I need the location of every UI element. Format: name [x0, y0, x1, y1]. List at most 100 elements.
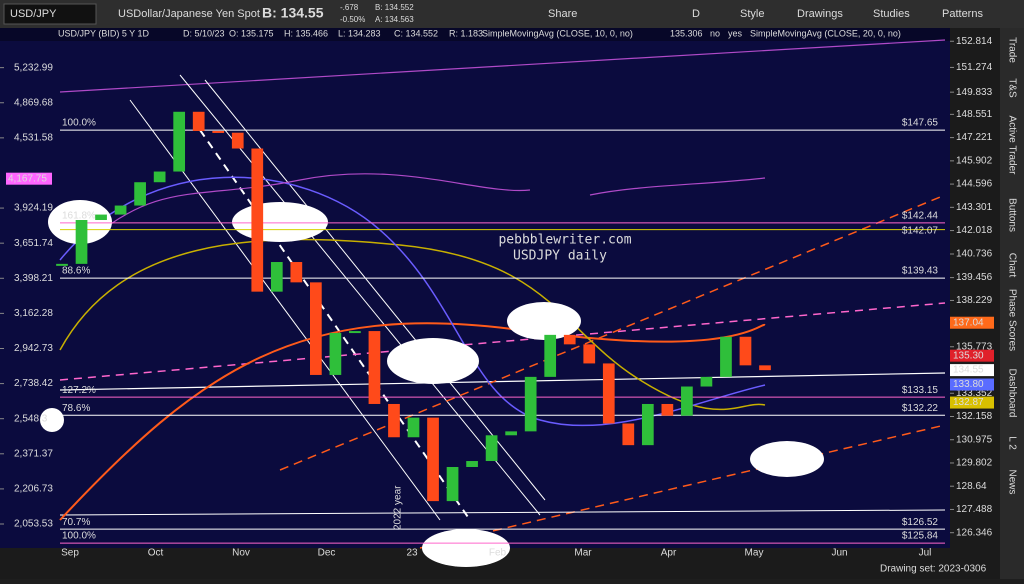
level-price: $142.07: [902, 225, 939, 236]
fib-price: $139.43: [902, 266, 939, 277]
fib-price: $133.15: [902, 385, 939, 396]
fib-price: $132.22: [902, 403, 939, 414]
annotation: 2022 year: [393, 485, 404, 530]
candle: [388, 403, 400, 438]
candle: [192, 111, 205, 131]
price-tag-label: 134.55: [953, 365, 984, 376]
y-tick-label: 127.488: [956, 504, 993, 515]
toolbar-button[interactable]: Drawings: [797, 8, 843, 20]
y-tick-label: 145.902: [956, 155, 993, 166]
symbol-box[interactable]: [3, 3, 97, 25]
x-tick-label: Jul: [919, 548, 932, 559]
y-tick-label: 135.773: [956, 341, 993, 352]
candle: [661, 403, 674, 416]
y2-tick-label: 4,531.58: [14, 132, 53, 143]
y-tick-label: 148.551: [956, 109, 993, 120]
candle: [446, 466, 459, 502]
x-tick-label: Mar: [574, 548, 592, 559]
y2-tick-label: 3,651.74: [14, 238, 53, 249]
fib-pct: 100.0%: [62, 118, 96, 129]
y2-tick-label: 3,398.21: [14, 273, 53, 284]
y-tick-label: 129.802: [956, 458, 993, 469]
candle: [505, 431, 517, 436]
side-tab[interactable]: T&S: [1006, 78, 1017, 98]
candle: [114, 205, 127, 215]
bid: B: 134.552: [375, 3, 414, 12]
fib-pct: 78.6%: [62, 403, 90, 414]
side-tab[interactable]: Buttons: [1006, 198, 1017, 232]
y-tick-label: 143.301: [956, 202, 993, 213]
candle: [290, 262, 303, 283]
y-tick-label: 142.018: [956, 225, 993, 236]
y-tick-label: 128.64: [956, 481, 987, 492]
x-tick-label: Sep: [61, 548, 79, 559]
highlight: [750, 441, 824, 477]
candle: [95, 214, 107, 221]
candle: [759, 365, 771, 371]
price-tag: [950, 396, 994, 409]
candle: [563, 334, 576, 345]
header-item: D: 5/10/23: [183, 28, 225, 38]
candle: [329, 332, 342, 375]
candle: [641, 403, 654, 446]
y-tick-label: 144.596: [956, 179, 993, 190]
candle: [56, 263, 68, 266]
fib-pct: 100.0%: [62, 531, 96, 542]
candle: [75, 220, 88, 264]
annotation: pebbblewriter.com: [498, 233, 631, 248]
x-tick-label: Oct: [148, 548, 164, 559]
x-tick-label: May: [745, 548, 764, 559]
candle: [427, 417, 439, 502]
candle: [349, 331, 361, 334]
candle: [485, 435, 498, 462]
x-tick-label: Apr: [661, 548, 677, 559]
bid-price: B: 134.55: [262, 5, 324, 21]
toolbar-button[interactable]: D: [692, 8, 700, 20]
fib-pct: 161.8%: [62, 211, 96, 222]
candle: [134, 182, 146, 206]
side-tab[interactable]: Dashboard: [1006, 369, 1017, 418]
highlight: [422, 529, 510, 567]
highlight: [387, 338, 479, 384]
y-tick-label: 132.158: [956, 411, 993, 422]
y-tick-label: 139.456: [956, 272, 993, 283]
x-tick-label: 23: [406, 548, 418, 559]
highlight: [507, 302, 581, 340]
candle: [368, 331, 381, 404]
side-tabs: [1000, 28, 1024, 579]
x-tick-label: Dec: [318, 548, 336, 559]
x-tick-label: Feb: [489, 548, 507, 559]
price-tag-label: 133.80: [953, 379, 984, 390]
side-tab[interactable]: Trade: [1006, 37, 1017, 63]
side-tab[interactable]: Chart: [1006, 253, 1017, 278]
side-tab[interactable]: News: [1006, 469, 1017, 494]
price-tag: [950, 378, 994, 391]
y-tick-label: 133.352: [956, 388, 993, 399]
y-tick-label: 138.229: [956, 295, 993, 306]
toolbar-button[interactable]: Style: [740, 8, 764, 20]
header-item: H: 135.466: [284, 28, 328, 38]
study-label: SimpleMovingAvg (CLOSE, 20, 0, no): [750, 28, 901, 38]
symbol[interactable]: USD/JPY: [10, 8, 57, 20]
side-tab[interactable]: L 2: [1006, 436, 1017, 450]
channel-line: [199, 129, 471, 521]
side-tab[interactable]: Active Trader: [1006, 116, 1017, 176]
y2-tick-label: 4,869.68: [14, 97, 53, 108]
y2-marker-label: 4,167.75: [8, 173, 47, 184]
toolbar-button[interactable]: Studies: [873, 8, 910, 20]
candle: [720, 336, 732, 377]
candle: [310, 282, 322, 375]
header-item: R: 1.183: [449, 28, 483, 38]
side-tab[interactable]: Phase Scores: [1006, 289, 1017, 351]
candle: [700, 376, 713, 387]
toolbar-button[interactable]: Patterns: [942, 8, 983, 20]
candle: [231, 132, 244, 149]
toolbar-button[interactable]: Share: [548, 8, 577, 20]
y-tick-label: 152.814: [956, 36, 993, 47]
y-tick-label: 151.274: [956, 62, 993, 73]
y-tick-label: 140.736: [956, 249, 993, 260]
header-item: O: 135.175: [229, 28, 274, 38]
y2-tick-label: 2,738.42: [14, 378, 53, 389]
